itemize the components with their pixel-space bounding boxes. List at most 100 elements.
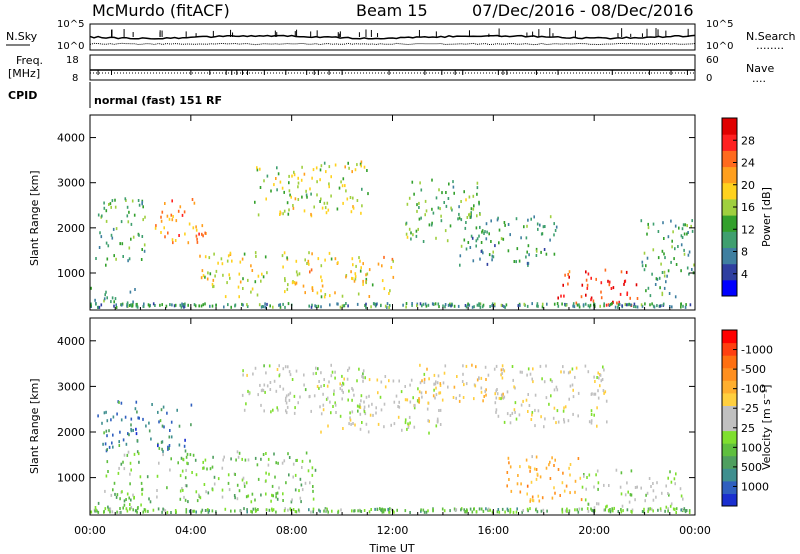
heatmap-cell bbox=[436, 381, 439, 385]
heatmap-cell bbox=[108, 445, 111, 449]
heatmap-cell bbox=[478, 234, 480, 238]
heatmap-cell bbox=[112, 415, 115, 419]
heatmap-cell bbox=[418, 217, 421, 221]
heatmap-cell bbox=[95, 257, 97, 260]
heatmap-cell bbox=[196, 240, 199, 244]
heatmap-cell bbox=[502, 392, 504, 396]
heatmap-cell bbox=[608, 283, 611, 287]
heatmap-cell bbox=[587, 370, 590, 374]
heatmap-cell bbox=[484, 389, 486, 393]
heatmap-cell bbox=[398, 379, 400, 383]
heatmap-cell bbox=[350, 210, 353, 214]
heatmap-cell bbox=[594, 380, 596, 383]
heatmap-cell bbox=[174, 509, 177, 512]
heatmap-cell bbox=[110, 233, 113, 237]
heatmap-cell bbox=[400, 390, 403, 394]
heatmap-cell bbox=[460, 244, 463, 248]
heatmap-cell bbox=[582, 303, 585, 307]
heatmap-cell bbox=[404, 398, 407, 402]
heatmap-cell bbox=[390, 423, 392, 427]
heatmap-cell bbox=[289, 391, 292, 395]
noise-search-marker: ........ bbox=[756, 39, 784, 52]
heatmap-cell bbox=[229, 251, 232, 255]
heatmap-cell bbox=[310, 268, 313, 272]
heatmap-cell bbox=[359, 427, 362, 431]
heatmap-cell bbox=[652, 498, 655, 502]
heatmap-cell bbox=[360, 510, 363, 513]
heatmap-cell bbox=[528, 465, 530, 469]
heatmap-cell bbox=[543, 425, 545, 429]
heatmap-cell bbox=[564, 509, 567, 513]
heatmap-cell bbox=[338, 186, 341, 190]
heatmap-cell bbox=[529, 469, 531, 473]
heatmap-cell bbox=[480, 390, 483, 394]
heatmap-cell bbox=[445, 204, 448, 208]
heatmap-cell bbox=[275, 495, 277, 499]
x-tick-label: 20:00 bbox=[578, 524, 610, 537]
heatmap-cell bbox=[304, 388, 307, 392]
heatmap-cell bbox=[680, 243, 683, 247]
heatmap-cell bbox=[172, 241, 174, 245]
heatmap-cell bbox=[321, 279, 323, 283]
heatmap-cell bbox=[111, 199, 114, 203]
heatmap-cell bbox=[561, 481, 564, 485]
heatmap-cell bbox=[261, 388, 264, 392]
heatmap-cell bbox=[459, 254, 462, 258]
heatmap-cell bbox=[277, 461, 279, 465]
heatmap-cell bbox=[497, 508, 500, 511]
heatmap-cell bbox=[311, 466, 314, 470]
velocity-data-scatter bbox=[90, 363, 691, 514]
heatmap-cell bbox=[566, 509, 568, 513]
heatmap-cell bbox=[242, 369, 244, 373]
heatmap-cell bbox=[690, 224, 692, 228]
heatmap-cell bbox=[259, 167, 261, 171]
heatmap-cell bbox=[620, 508, 622, 511]
heatmap-cell bbox=[286, 256, 288, 260]
heatmap-cell bbox=[537, 227, 539, 231]
heatmap-cell bbox=[287, 508, 289, 512]
colorbar-tick-label: 12 bbox=[741, 223, 755, 236]
heatmap-cell bbox=[126, 205, 129, 209]
heatmap-cell bbox=[656, 277, 659, 281]
heatmap-cell bbox=[283, 190, 285, 194]
heatmap-cell bbox=[175, 219, 178, 223]
heatmap-cell bbox=[354, 423, 356, 427]
heatmap-cell bbox=[668, 292, 671, 295]
heatmap-cell bbox=[688, 511, 691, 514]
heatmap-cell bbox=[266, 271, 268, 275]
freq-panel-frame bbox=[89, 54, 696, 81]
heatmap-cell bbox=[358, 367, 360, 371]
heatmap-cell bbox=[215, 510, 217, 514]
heatmap-cell bbox=[319, 405, 321, 409]
heatmap-cell bbox=[241, 393, 244, 397]
heatmap-cell bbox=[390, 508, 393, 512]
heatmap-cell bbox=[438, 305, 440, 309]
heatmap-cell bbox=[506, 471, 509, 474]
heatmap-cell bbox=[242, 373, 244, 377]
heatmap-cell bbox=[422, 240, 425, 243]
y-tick-label: 3000 bbox=[57, 177, 85, 190]
heatmap-cell bbox=[323, 384, 325, 387]
heatmap-cell bbox=[655, 277, 658, 281]
heatmap-cell bbox=[619, 485, 622, 489]
heatmap-cell bbox=[202, 234, 204, 238]
heatmap-cell bbox=[437, 206, 440, 210]
heatmap-cell bbox=[473, 507, 475, 511]
heatmap-cell bbox=[512, 510, 515, 514]
heatmap-cell bbox=[419, 302, 422, 306]
heatmap-cell bbox=[535, 455, 538, 459]
heatmap-cell bbox=[260, 279, 262, 283]
heatmap-cell bbox=[313, 205, 315, 209]
heatmap-cell bbox=[465, 247, 468, 251]
heatmap-cell bbox=[107, 244, 110, 248]
heatmap-cell bbox=[560, 294, 562, 298]
heatmap-cell bbox=[388, 292, 390, 295]
heatmap-cell bbox=[622, 509, 624, 513]
heatmap-cell bbox=[125, 498, 127, 501]
heatmap-cell bbox=[595, 473, 597, 477]
heatmap-cell bbox=[148, 421, 150, 425]
heatmap-cell bbox=[484, 365, 487, 369]
colorbar-segment bbox=[722, 150, 737, 168]
heatmap-cell bbox=[482, 509, 485, 513]
heatmap-cell bbox=[174, 303, 177, 307]
